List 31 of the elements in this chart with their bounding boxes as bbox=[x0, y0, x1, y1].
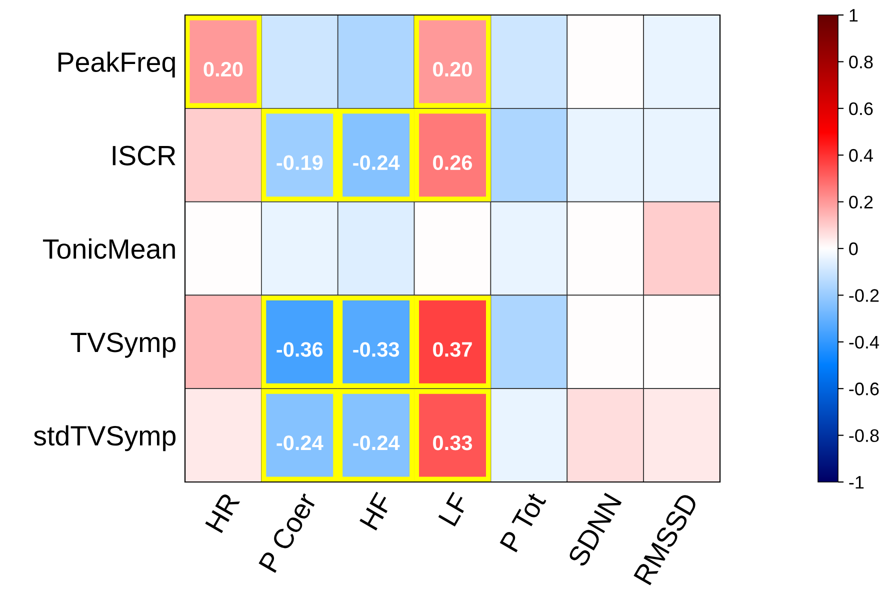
x-tick-label: P Tot bbox=[500, 491, 546, 553]
data-label: -0.24 bbox=[353, 435, 400, 450]
color-bar-label: -0.2 bbox=[849, 289, 879, 302]
data-label: 0.33 bbox=[433, 435, 472, 450]
x-tick-label: LF bbox=[438, 492, 470, 526]
x-tick-label: HR bbox=[205, 492, 240, 534]
data-label: 0.37 bbox=[433, 342, 472, 357]
data-label: 0.20 bbox=[433, 62, 472, 77]
y-tick-label: TonicMean bbox=[42, 238, 175, 259]
color-bar-label: 0.8 bbox=[849, 56, 873, 68]
color-bar-label: 0.6 bbox=[849, 102, 873, 116]
y-tick-label: TVSymp bbox=[70, 332, 176, 358]
x-tick-label: HF bbox=[360, 492, 393, 530]
color-bar-label: -0.4 bbox=[849, 336, 879, 349]
data-label: -0.24 bbox=[353, 155, 400, 170]
y-tick-label: stdTVSymp bbox=[34, 425, 176, 452]
color-bar-label: 0.2 bbox=[849, 196, 873, 209]
color-bar-label: -0.6 bbox=[849, 382, 879, 396]
data-label: -0.33 bbox=[353, 342, 400, 357]
data-label: -0.24 bbox=[276, 435, 324, 450]
color-bar-label: -0.8 bbox=[849, 429, 879, 442]
color-bar-label: 0.4 bbox=[849, 149, 873, 162]
data-label: -0.36 bbox=[276, 342, 323, 357]
data-label: -0.19 bbox=[276, 155, 323, 170]
y-tick-label: PeakFreq bbox=[58, 52, 175, 78]
color-bar-label: 1 bbox=[850, 9, 858, 22]
data-label: 0.20 bbox=[204, 62, 243, 77]
color-bar-label: 0 bbox=[849, 242, 858, 256]
data-label: 0.26 bbox=[433, 155, 472, 170]
color-bar-label: -1 bbox=[849, 476, 864, 489]
y-tick-label: ISCR bbox=[112, 146, 176, 166]
